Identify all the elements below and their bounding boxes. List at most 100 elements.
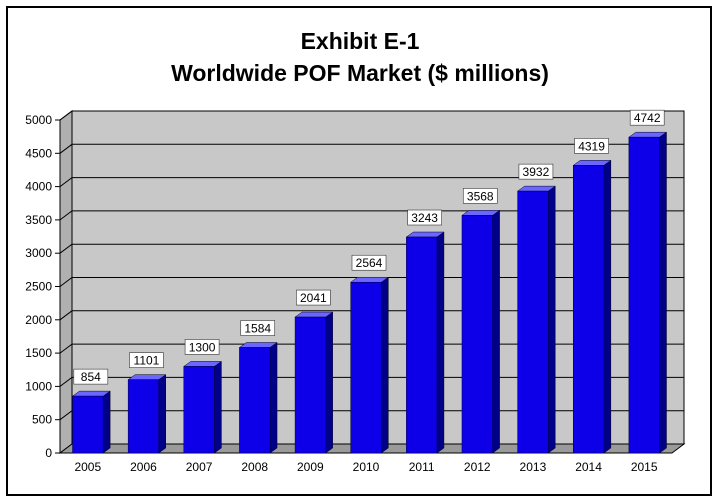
bar-top <box>71 390 111 397</box>
chart-subtitle: Worldwide POF Market ($ millions) <box>171 60 549 86</box>
bar-side <box>325 311 333 454</box>
data-label: 1300 <box>184 339 220 355</box>
y-tick-label: 500 <box>32 413 52 427</box>
data-label-box <box>629 109 665 126</box>
bar-side <box>603 159 612 454</box>
bar <box>71 390 111 454</box>
data-label-text: 1300 <box>189 340 216 354</box>
data-label: 4319 <box>574 138 609 154</box>
x-axis: 2005 2006 2007 2008 2009 2010 2011 2012 2013 2014… <box>74 460 657 474</box>
bar-top <box>461 210 501 216</box>
bar-side <box>436 231 445 454</box>
bar-top <box>183 361 223 367</box>
x-tick-label: 2011 <box>409 460 435 474</box>
y-tick-label: 2000 <box>25 313 52 327</box>
data-label: 4742 <box>629 109 665 126</box>
y-tick-label: 4000 <box>25 180 52 194</box>
data-label: 854 <box>73 368 109 385</box>
y-tick-label: 4500 <box>25 146 52 160</box>
bar-side <box>158 374 167 454</box>
bar-front <box>628 136 660 454</box>
data-label-box <box>574 138 609 154</box>
bar-side <box>659 131 667 454</box>
data-label: 3932 <box>518 163 554 180</box>
bar <box>238 342 278 454</box>
data-label-text: 4742 <box>634 111 661 125</box>
data-label-box <box>73 368 109 385</box>
x-tick-label: 2014 <box>575 460 602 474</box>
bar-top <box>628 131 668 138</box>
bar-front <box>239 347 271 454</box>
x-tick-label: 2007 <box>186 460 213 474</box>
data-label-text: 4319 <box>578 139 605 153</box>
y-tick-label: 3500 <box>25 213 52 227</box>
bar-front <box>572 165 605 454</box>
bar-front <box>72 395 104 454</box>
bar-top <box>127 374 167 380</box>
bar <box>628 131 668 454</box>
data-label-text: 854 <box>81 370 101 384</box>
bar-top <box>516 185 556 192</box>
y-tick-label: 3000 <box>25 246 52 260</box>
data-label-text: 3243 <box>411 211 438 225</box>
data-label: 2041 <box>296 289 331 306</box>
bar <box>516 185 556 454</box>
bar <box>294 311 334 454</box>
x-tick-label: 2013 <box>520 460 547 474</box>
x-tick-label: 2006 <box>130 460 157 474</box>
data-label-text: 2564 <box>356 256 383 270</box>
x-tick-label: 2009 <box>297 460 324 474</box>
bar <box>349 276 390 454</box>
data-labels: 854 1101 1300 1584 2041 2564 3243 3568 3932 4319 4… <box>73 109 665 385</box>
bar-top <box>294 311 334 318</box>
data-label-box <box>462 188 498 204</box>
data-label-text: 3932 <box>523 165 550 179</box>
bars <box>71 131 668 454</box>
bar-front <box>461 215 493 454</box>
bar-side <box>381 276 389 454</box>
chart-title: Exhibit E-1 <box>300 28 420 54</box>
y-tick-label: 1000 <box>25 379 52 393</box>
data-label-text: 1584 <box>244 322 271 336</box>
x-tick-label: 2015 <box>631 460 658 474</box>
bar <box>183 360 223 454</box>
bar-top <box>405 231 445 238</box>
bar <box>127 374 167 454</box>
y-tick-label: 1500 <box>25 346 52 360</box>
y-tick-label: 2500 <box>25 280 52 294</box>
gridline <box>59 143 684 154</box>
data-label-box <box>184 339 220 355</box>
bar-top <box>238 342 278 348</box>
y-tick-label: 0 <box>45 446 52 460</box>
data-label-text: 3568 <box>467 189 494 203</box>
y-tick-label: 5000 <box>25 113 52 127</box>
bar-top <box>572 160 612 166</box>
bar-side <box>214 360 222 454</box>
data-label-box <box>518 163 554 180</box>
bar-front <box>406 236 438 454</box>
data-label-box <box>296 289 331 306</box>
bar-front <box>350 281 382 454</box>
x-tick-label: 2005 <box>74 460 101 474</box>
data-label-box <box>129 352 164 368</box>
bar <box>572 159 612 454</box>
bar-top <box>349 276 390 283</box>
data-label: 3568 <box>462 188 498 204</box>
bar-side <box>102 390 111 454</box>
bar-front <box>127 379 160 454</box>
bar <box>405 231 445 454</box>
data-label: 3243 <box>407 209 442 226</box>
bar-front <box>294 316 326 454</box>
bar <box>461 209 501 454</box>
bar-side <box>492 209 500 454</box>
data-label: 2564 <box>351 254 387 271</box>
x-tick-label: 2010 <box>353 460 380 474</box>
bar-front <box>183 366 215 454</box>
bar-front <box>517 190 549 454</box>
data-label: 1101 <box>129 352 164 368</box>
bar-side <box>547 185 556 454</box>
gridline <box>59 110 684 121</box>
data-label-text: 2041 <box>300 291 327 305</box>
data-label-box <box>351 254 387 271</box>
